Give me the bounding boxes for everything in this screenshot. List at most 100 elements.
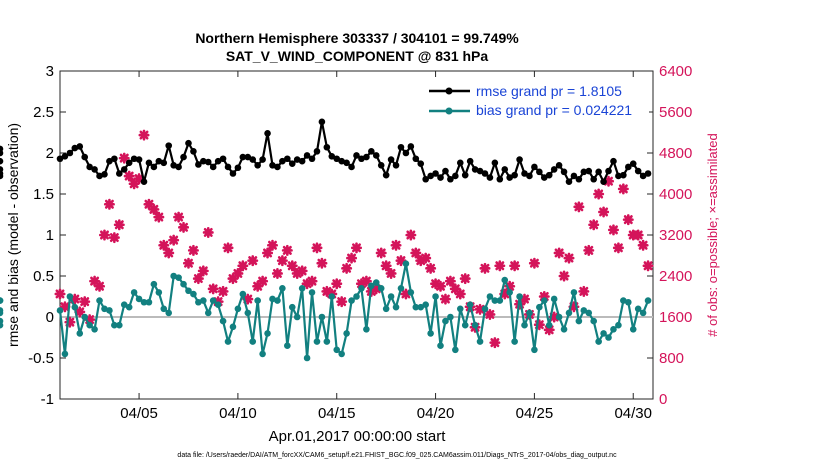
bias-point <box>550 295 558 303</box>
bias-point <box>452 346 459 354</box>
x-tick-label: 04/25 <box>516 405 554 422</box>
rmse-point <box>427 172 434 180</box>
obs-point <box>84 314 96 326</box>
rmse-point <box>0 166 4 173</box>
bias-point <box>358 285 365 292</box>
bias-point <box>580 307 588 314</box>
bias-point <box>224 338 232 345</box>
rmse-point <box>417 160 425 167</box>
bias-series <box>0 260 652 362</box>
x-axis-label: Apr.01,2017 00:00:00 start <box>269 428 447 445</box>
bias-point <box>214 301 222 309</box>
rmse-point <box>244 153 252 161</box>
rmse-point <box>516 156 523 163</box>
obs-point <box>341 262 353 274</box>
rmse-point <box>224 163 232 171</box>
obs-point <box>568 301 580 313</box>
rmse-point <box>111 155 118 163</box>
obs-point <box>113 219 125 231</box>
x-tick-label: 04/20 <box>417 405 455 422</box>
bias-point <box>66 293 74 300</box>
rmse-point <box>66 149 74 157</box>
obs-point <box>138 129 150 141</box>
y-right-tick-label: 1600 <box>659 309 692 326</box>
bias-point <box>417 303 425 311</box>
bias-point <box>585 309 593 317</box>
obs-point <box>622 214 634 226</box>
rmse-point <box>629 160 637 167</box>
obs-point <box>321 285 333 297</box>
rmse-point <box>550 166 558 173</box>
rmse-point <box>585 167 593 175</box>
rmse-point <box>120 166 128 173</box>
legend-rmse-label: rmse grand pr = 1.8105 <box>476 83 622 99</box>
rmse-point <box>540 174 548 181</box>
obs-point <box>439 293 451 305</box>
bias-point <box>308 289 316 296</box>
rmse-point <box>318 118 326 126</box>
obs-point <box>94 280 106 292</box>
rmse-point <box>0 172 4 180</box>
bias-point <box>274 297 281 304</box>
obs-point <box>494 260 506 272</box>
x-tick-label: 04/10 <box>219 405 257 422</box>
y-right-tick-label: 4000 <box>659 186 692 203</box>
rmse-point <box>348 163 355 171</box>
bias-point <box>190 290 197 298</box>
rmse-point <box>328 152 336 160</box>
obs-point <box>286 260 298 272</box>
bias-point <box>461 321 469 329</box>
rmse-point <box>259 156 266 163</box>
bias-point <box>264 330 271 337</box>
bias-point <box>96 297 103 304</box>
rmse-point <box>323 143 331 151</box>
bias-point <box>575 317 583 325</box>
obs-point <box>311 242 323 254</box>
bias-point <box>521 321 528 329</box>
obs-point <box>118 152 130 164</box>
obs-point <box>331 278 343 290</box>
bias-point <box>111 321 118 329</box>
obs-point <box>89 275 101 287</box>
rmse-point <box>185 139 192 147</box>
obs-point <box>316 257 328 269</box>
rmse-point <box>175 163 182 171</box>
obs-point <box>237 260 249 272</box>
obs-point <box>178 221 190 233</box>
rmse-point <box>209 163 217 171</box>
bias-point <box>471 321 479 329</box>
bias-point <box>570 289 578 296</box>
obs-point <box>400 288 412 300</box>
obs-point <box>143 198 155 210</box>
obs-point <box>59 301 71 313</box>
bias-point <box>180 280 187 288</box>
y-axis-label: rmse and bias (model - observation) <box>5 123 21 347</box>
obs-point <box>390 239 402 251</box>
rmse-point <box>595 168 602 176</box>
obs-point <box>538 291 550 302</box>
y-tick-label: 2.5 <box>33 104 54 121</box>
rmse-point <box>264 130 271 137</box>
rmse-point <box>56 155 64 163</box>
rmse-point <box>600 178 607 185</box>
rmse-point <box>575 175 583 183</box>
rmse-point <box>496 175 504 183</box>
bias-point <box>150 280 158 288</box>
rmse-point <box>200 157 207 165</box>
bias-point <box>165 309 173 317</box>
obs-point <box>351 242 362 254</box>
obs-point <box>603 175 615 187</box>
bias-point <box>476 338 484 345</box>
rmse-point <box>249 156 257 163</box>
y-right-tick-label: 2400 <box>659 268 692 285</box>
bias-point <box>486 293 494 300</box>
bias-point <box>116 321 123 329</box>
obs-point <box>449 283 461 295</box>
obs-point <box>548 311 560 323</box>
rmse-point <box>610 157 617 165</box>
y-tick-label: 1.5 <box>33 186 54 203</box>
bias-point <box>318 313 326 321</box>
rmse-point <box>81 153 89 161</box>
obs-point <box>79 296 91 308</box>
rmse-point <box>570 172 578 180</box>
